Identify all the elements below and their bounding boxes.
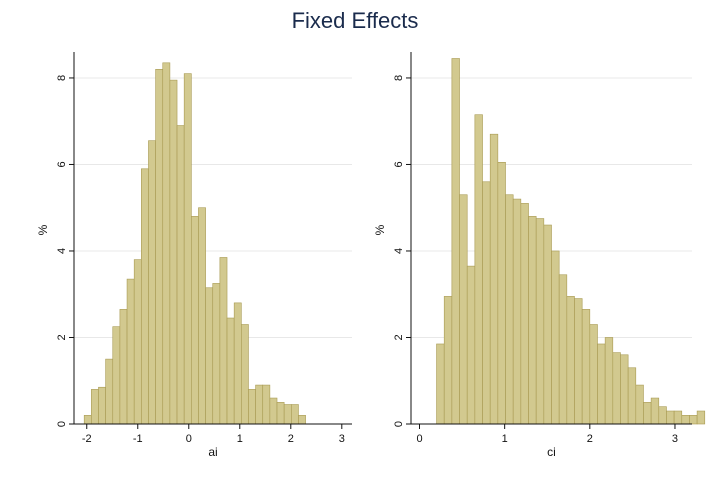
- histogram-bar: [169, 79, 178, 425]
- histogram-bar: [262, 384, 271, 425]
- histogram-bar: [451, 58, 460, 425]
- y-tick-label: 6: [56, 161, 68, 167]
- histogram-bar: [183, 73, 192, 425]
- histogram-bar: [597, 343, 606, 425]
- x-tick-label: 1: [237, 433, 243, 445]
- histogram-bar: [482, 181, 491, 425]
- histogram-bar: [176, 125, 185, 425]
- y-tick-label: 6: [393, 161, 405, 167]
- histogram-bar: [604, 337, 614, 425]
- histogram-bar: [298, 415, 306, 425]
- x-tick-label: 1: [502, 433, 508, 445]
- histogram-bar: [666, 410, 675, 425]
- y-tick-label: 0: [393, 421, 405, 427]
- x-tick-label: 3: [339, 433, 345, 445]
- histogram-bar: [212, 283, 221, 425]
- histogram-bar: [255, 384, 264, 425]
- histogram-bar: [155, 69, 164, 425]
- histogram-bar: [276, 402, 285, 425]
- histogram-bar: [643, 402, 652, 425]
- histogram-bar: [489, 133, 499, 425]
- y-tick-label: 4: [56, 248, 68, 254]
- x-axis-title: ai: [208, 445, 217, 459]
- histogram-bar: [112, 326, 121, 425]
- y-tick-label: 8: [393, 75, 405, 81]
- histogram-bar: [543, 224, 552, 425]
- histogram-bar: [148, 140, 156, 425]
- histogram-bar: [98, 386, 106, 425]
- x-tick-label: -2: [82, 433, 92, 445]
- histogram-bar: [269, 397, 278, 425]
- histogram-bar: [198, 207, 206, 425]
- x-tick-label: 0: [416, 433, 422, 445]
- histogram-bar: [589, 324, 598, 425]
- histogram-bar: [673, 410, 683, 425]
- histogram-bar: [105, 358, 114, 425]
- histogram-bar: [528, 216, 537, 425]
- histogram-bar: [696, 410, 706, 425]
- histogram-bar: [219, 257, 228, 425]
- histogram-bar: [627, 367, 637, 425]
- histogram-bar: [535, 218, 545, 425]
- x-tick-label: 0: [186, 433, 192, 445]
- histogram-bar: [551, 250, 560, 425]
- histogram-bar: [681, 415, 690, 425]
- histogram-bar: [162, 62, 171, 425]
- x-tick-label: -1: [133, 433, 143, 445]
- histogram-bar: [505, 194, 514, 425]
- histogram-bar: [512, 198, 522, 425]
- histogram-bar: [436, 343, 445, 425]
- y-axis-title: %: [36, 224, 50, 235]
- y-tick-label: 0: [56, 421, 68, 427]
- x-tick-label: 3: [672, 433, 678, 445]
- histogram-bar: [91, 389, 99, 425]
- y-tick-label: 2: [56, 334, 68, 340]
- histogram-bar: [248, 389, 256, 425]
- histogram-bar: [191, 216, 199, 425]
- histogram-bar: [566, 296, 575, 425]
- histogram-bar: [474, 114, 483, 425]
- histogram-bar: [290, 404, 299, 425]
- panel-ai: 0 2 4 6 8 -2 -1 0 1 2 3% ai: [36, 52, 352, 459]
- histogram-bar: [459, 194, 468, 425]
- histogram-bar: [205, 287, 214, 425]
- x-tick-label: 2: [587, 433, 593, 445]
- histogram-bar: [497, 162, 506, 425]
- y-tick-label: 2: [393, 334, 405, 340]
- histogram-bar: [520, 203, 529, 425]
- histogram-bar: [126, 278, 135, 425]
- histogram-bar: [133, 259, 142, 425]
- histogram-bar: [620, 354, 629, 425]
- histogram-bar: [233, 302, 242, 425]
- histogram-bar: [241, 324, 249, 425]
- histogram-bar: [574, 298, 583, 425]
- chart-title: Fixed Effects: [291, 8, 419, 33]
- y-tick-label: 8: [56, 75, 68, 81]
- histogram-bar: [612, 352, 621, 425]
- panel-ci: 0 2 4 6 8 0 1 2 3% ci: [373, 52, 706, 459]
- x-tick-label: 2: [288, 433, 294, 445]
- histogram-bar: [466, 265, 476, 425]
- histogram-bar: [226, 317, 235, 425]
- histogram-bar: [558, 274, 568, 425]
- histogram-bar: [141, 168, 149, 425]
- histogram-bar: [635, 384, 644, 425]
- histogram-bar: [658, 406, 667, 425]
- histogram-bar: [689, 415, 698, 425]
- histogram-bar: [119, 309, 128, 425]
- histogram-bar: [283, 404, 292, 425]
- histogram-bar: [443, 296, 453, 425]
- x-axis-title: ci: [547, 445, 556, 459]
- y-tick-label: 4: [393, 248, 405, 254]
- y-axis-title: %: [373, 224, 387, 235]
- histogram-bar: [83, 415, 92, 425]
- histogram-bar: [650, 397, 660, 425]
- histogram-bar: [581, 309, 591, 425]
